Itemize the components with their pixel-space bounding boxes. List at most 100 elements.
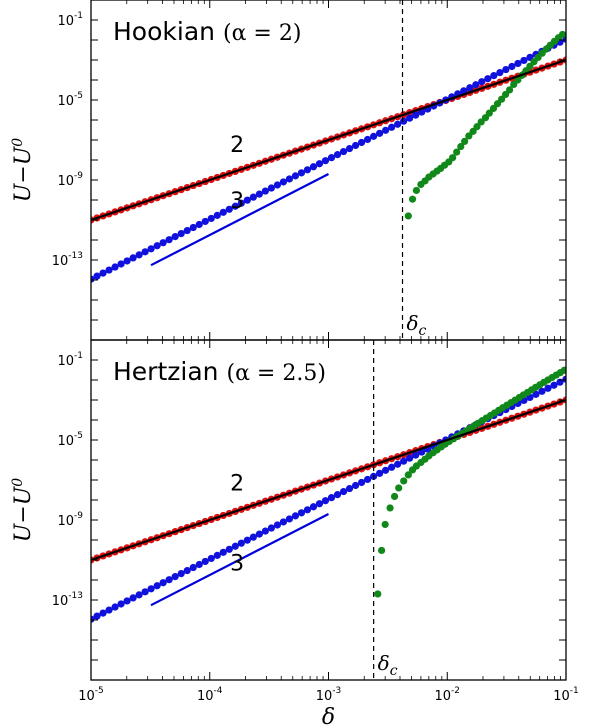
- y-tick-label: 10-9: [57, 511, 83, 529]
- y-tick-label: 10-13: [52, 251, 83, 269]
- y-axis-label: U−U0: [10, 478, 36, 543]
- series-1-point: [345, 144, 354, 153]
- x-tick-label: 10-2: [434, 686, 460, 704]
- series-1-point: [165, 576, 173, 584]
- series-1-point: [357, 138, 366, 147]
- series-1-point: [502, 65, 510, 74]
- y-tick-label: 10-13: [52, 591, 83, 609]
- series-1-point: [111, 603, 119, 611]
- series-1-point: [472, 81, 480, 89]
- panel-title-math: (α = 2): [223, 21, 301, 46]
- series-2-point: [489, 104, 498, 113]
- series-2-point: [378, 546, 386, 555]
- series-2-point: [400, 477, 408, 485]
- series-1-point: [562, 375, 566, 383]
- series-1-point: [309, 163, 318, 171]
- panel-title-math: (α = 2.5): [227, 361, 326, 386]
- series-1-point: [189, 223, 197, 232]
- y-tick-label: 10-5: [57, 431, 83, 449]
- x-tick-label: 10-5: [78, 686, 104, 704]
- plot-frame: [90, 0, 567, 341]
- series-1-point: [147, 585, 155, 593]
- series-1-point: [544, 384, 552, 392]
- critical-delta-subscript: c: [419, 323, 427, 339]
- series-1-point: [333, 151, 342, 159]
- y-tick-exponent: -5: [74, 431, 83, 441]
- series-1-point: [141, 248, 149, 256]
- series-1-point: [99, 269, 107, 277]
- series-1-point: [273, 521, 281, 529]
- series-2-point: [453, 148, 461, 156]
- series-1-point: [213, 211, 221, 219]
- series-1-point: [412, 451, 420, 459]
- series-1-point: [201, 217, 209, 226]
- x-tick-label: 10-3: [316, 686, 342, 704]
- series-1-point: [261, 527, 269, 535]
- series-1-point: [382, 466, 390, 474]
- series-1-point: [135, 591, 143, 599]
- series-1-point: [291, 512, 300, 520]
- y-tick-label: 10-9: [57, 171, 83, 189]
- series-1-point: [303, 166, 312, 174]
- series-2-point: [390, 492, 399, 501]
- series-1-point: [267, 184, 275, 192]
- series-1-point: [261, 187, 269, 195]
- series-1-point: [285, 175, 294, 183]
- series-1-point: [327, 154, 336, 162]
- series-1-point: [141, 588, 149, 596]
- series-1-point: [129, 254, 137, 262]
- x-tick-label: 10-4: [197, 686, 223, 704]
- panel-hookian: 2 3 δc 10-1 10-5 10-9 10-13 Hookian (α = 2) U−U0: [10, 0, 567, 341]
- series-2-point: [449, 154, 457, 162]
- series-1-point: [369, 132, 378, 140]
- series-1-point: [514, 59, 522, 68]
- series-1-point: [315, 500, 324, 508]
- series-1-point: [201, 557, 209, 566]
- series-1-point: [219, 548, 227, 556]
- series-1-point: [273, 181, 281, 189]
- series-1-point: [117, 260, 125, 268]
- series-1-point: [255, 190, 263, 198]
- series-1-point: [315, 160, 324, 168]
- series-1-point: [297, 509, 306, 517]
- series-1-point: [219, 208, 227, 216]
- plot-area: [91, 366, 566, 623]
- y-tick-exponent: -5: [74, 91, 83, 101]
- series-1-point: [303, 506, 312, 514]
- x-tick-exponent: -1: [570, 686, 579, 696]
- series-1-point: [105, 606, 113, 614]
- series-1-point: [231, 202, 239, 210]
- series-1-point: [460, 87, 468, 95]
- x-tick-exponent: -4: [214, 686, 223, 696]
- panel-title: Hookian (α = 2): [113, 17, 301, 46]
- series-1-point: [363, 475, 372, 484]
- series-1-point: [406, 454, 414, 462]
- series-2-point: [473, 123, 481, 131]
- series-1-point: [153, 242, 161, 250]
- y-tick-exponent: -13: [68, 251, 83, 261]
- series-2-point: [412, 186, 421, 195]
- series-1-point: [165, 236, 173, 244]
- series-1-point: [189, 563, 197, 572]
- series-1-point: [147, 245, 155, 253]
- series-1-point: [129, 594, 137, 602]
- series-1-point: [231, 542, 239, 550]
- series-1-point: [159, 239, 167, 247]
- series-3-line: [91, 398, 566, 562]
- slope-label: 3: [230, 551, 244, 576]
- slope-guide-line: [150, 513, 330, 607]
- series-1-point: [123, 257, 131, 265]
- series-1-point: [532, 390, 540, 398]
- y-tick-exponent: -9: [74, 511, 83, 521]
- series-1-point: [388, 463, 396, 471]
- series-1-point: [159, 579, 167, 587]
- series-2-point: [465, 132, 473, 140]
- series-1-point: [363, 135, 372, 144]
- y-axis-label-superscript: 0: [10, 478, 26, 487]
- series-1-point: [538, 387, 546, 395]
- series-1-point: [93, 272, 101, 280]
- series-2-point: [386, 504, 394, 512]
- series-1-point: [243, 536, 251, 544]
- series-1-point: [309, 503, 318, 511]
- slope-label: 3: [230, 189, 244, 214]
